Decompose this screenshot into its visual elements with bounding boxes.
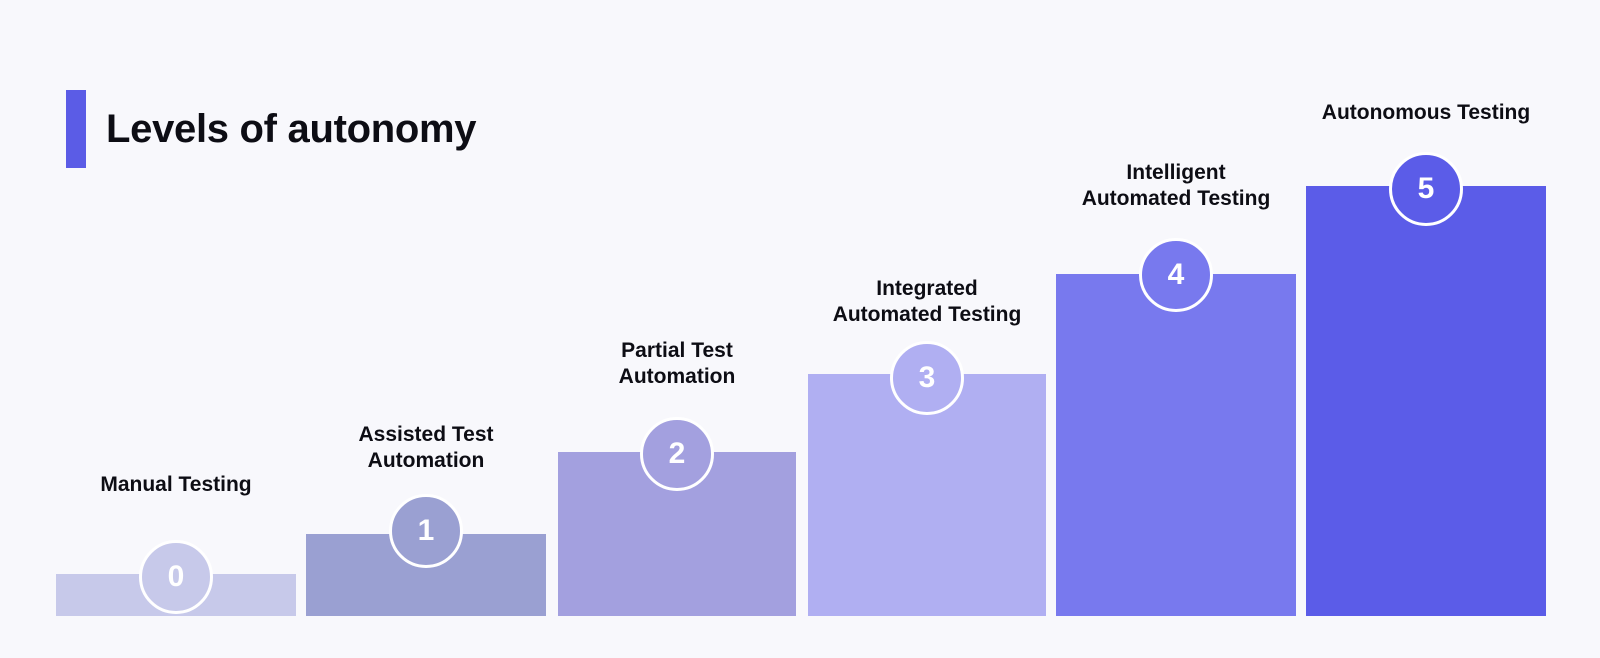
level-badge-0: 0 <box>139 540 213 614</box>
level-step-3: 3 Integrated Automated Testing <box>808 277 1046 616</box>
level-label-3-line-1: Integrated <box>876 277 978 300</box>
level-badge-1: 1 <box>389 494 463 568</box>
level-label-0-line-1: Manual Testing <box>100 473 252 496</box>
level-label-3-line-2: Automated Testing <box>832 303 1022 326</box>
level-badge-5: 5 <box>1389 152 1463 226</box>
level-step-0: 0 Manual Testing <box>56 473 296 616</box>
level-block-5 <box>1306 186 1546 616</box>
level-step-1: 1 Assisted Test Automation <box>306 423 546 616</box>
level-label-5-line-1: Autonomous Testing <box>1321 101 1531 124</box>
level-step-5: 5 Autonomous Testing <box>1306 101 1546 616</box>
level-label-2-line-2: Automation <box>618 365 736 388</box>
level-label-4: Intelligent Automated Testing <box>1016 160 1336 212</box>
level-label-0: Manual Testing <box>16 472 336 498</box>
level-step-2: 2 Partial Test Automation <box>558 339 796 616</box>
page-title: Levels of autonomy <box>106 107 477 151</box>
level-label-1: Assisted Test Automation <box>266 422 586 474</box>
level-label-3: Integrated Automated Testing <box>768 276 1086 328</box>
level-label-5: Autonomous Testing <box>1266 100 1586 126</box>
level-label-1-line-2: Automation <box>367 449 485 472</box>
level-label-2-line-1: Partial Test <box>621 339 733 362</box>
level-label-2: Partial Test Automation <box>518 338 836 390</box>
level-label-4-line-2: Automated Testing <box>1081 187 1271 210</box>
level-badge-2: 2 <box>640 417 714 491</box>
title-accent-bar <box>66 90 86 168</box>
level-label-4-line-1: Intelligent <box>1126 161 1226 184</box>
level-badge-4: 4 <box>1139 238 1213 312</box>
level-label-1-line-1: Assisted Test <box>358 423 494 446</box>
level-badge-3: 3 <box>890 341 964 415</box>
level-step-4: 4 Intelligent Automated Testing <box>1056 161 1296 616</box>
level-block-4 <box>1056 274 1296 616</box>
